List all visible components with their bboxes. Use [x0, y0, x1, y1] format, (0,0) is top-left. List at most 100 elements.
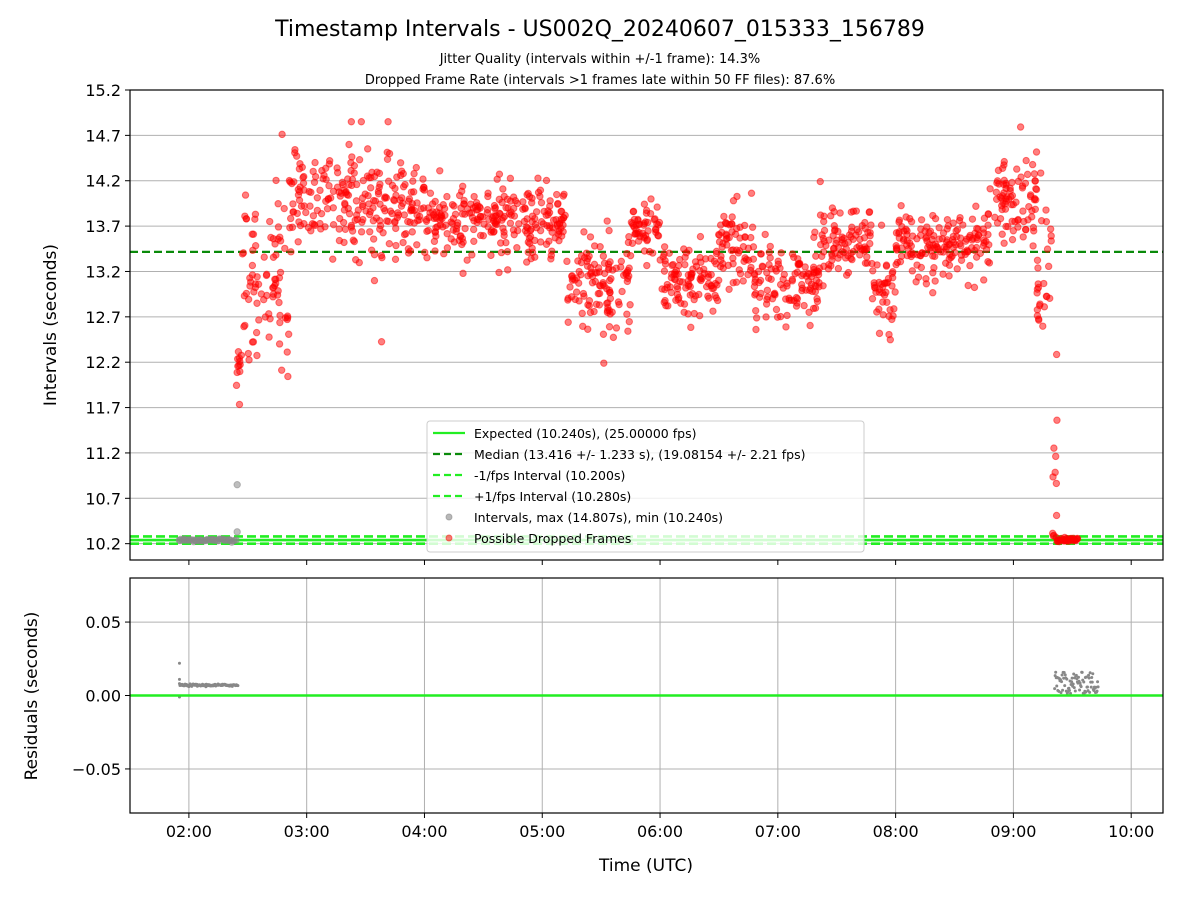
- dropped-frame-point: [366, 228, 374, 236]
- dropped-frame-point: [326, 194, 335, 202]
- dropped-frame-point: [680, 245, 688, 253]
- dropped-frame-point: [1029, 223, 1038, 232]
- dropped-frame-point: [936, 248, 945, 256]
- dropped-frame-point: [1009, 200, 1017, 209]
- residual-point: [1088, 671, 1092, 675]
- dropped-frame-point: [384, 217, 393, 226]
- interval-point: [233, 528, 241, 536]
- dropped-frame-point: [500, 231, 508, 240]
- dropped-frame-point: [879, 311, 887, 319]
- dropped-frame-point: [537, 199, 546, 207]
- dropped-frame-point: [475, 216, 483, 224]
- dropped-frame-point: [979, 225, 988, 233]
- dropped-frame-point: [333, 164, 341, 172]
- dropped-frame-point: [287, 248, 295, 256]
- dropped-frame-point: [257, 290, 266, 298]
- dropped-frame-point: [451, 210, 460, 218]
- dropped-frame-point: [713, 296, 722, 305]
- dropped-frame-point: [575, 267, 583, 276]
- dropped-frame-point: [856, 251, 864, 259]
- dropped-frame-point: [335, 236, 344, 245]
- dropped-frame-point: [236, 367, 244, 376]
- dropped-frame-point: [1000, 239, 1008, 247]
- dropped-frame-point: [947, 253, 955, 262]
- dropped-frame-point: [1032, 196, 1040, 204]
- dropped-frame-point: [443, 229, 451, 238]
- dropped-frame-point: [705, 279, 713, 288]
- dropped-frame-point: [568, 272, 576, 281]
- dropped-frame-point: [357, 118, 366, 126]
- residual-point: [1067, 686, 1071, 690]
- dropped-frame-point: [269, 235, 278, 243]
- dropped-frame-point: [355, 156, 364, 164]
- residual-point: [1091, 672, 1095, 676]
- dropped-frame-point: [484, 223, 492, 231]
- dropped-frame-point: [687, 323, 695, 332]
- dropped-frame-point: [877, 221, 886, 229]
- dropped-frame-point: [338, 178, 347, 187]
- dropped-frame-point: [249, 338, 258, 346]
- intervals-y-tick-label: 11.2: [85, 444, 121, 463]
- dropped-frame-point: [265, 333, 273, 341]
- dropped-frame-point: [271, 275, 279, 284]
- residuals-y-axis-label: Residuals (seconds): [22, 612, 42, 781]
- intervals-y-ticks: 10.2 10.7 11.2 11.7 12.2 12.7 13.2 13.7 14.2 14.7…: [85, 81, 130, 554]
- dropped-frame-point: [375, 217, 384, 225]
- residuals-x-tick-label: 04:00: [401, 822, 447, 841]
- dropped-frame-point: [651, 225, 660, 233]
- dropped-frame-point: [842, 271, 851, 279]
- dropped-frame-point: [1021, 225, 1030, 234]
- dropped-frame-point: [1009, 227, 1018, 235]
- dropped-frame-point: [782, 323, 790, 331]
- dropped-frame-point: [251, 215, 259, 223]
- dropped-frame-point: [232, 381, 241, 390]
- dropped-frame-point: [352, 197, 361, 205]
- dropped-frame-point: [929, 211, 937, 220]
- dropped-frame-point: [579, 289, 588, 298]
- dropped-frame-point: [624, 327, 632, 335]
- dropped-frame-point: [660, 243, 669, 251]
- residuals-x-tick-label: 10:00: [1108, 822, 1154, 841]
- dropped-frame-point: [1044, 262, 1053, 271]
- dropped-frame-point: [283, 348, 291, 356]
- dropped-frame-point: [757, 289, 765, 298]
- dropped-frame-point: [321, 223, 329, 231]
- dropped-frame-point: [269, 253, 278, 261]
- dropped-frame-point: [992, 188, 1001, 196]
- dropped-frame-point: [740, 257, 748, 266]
- residual-point: [1080, 670, 1084, 674]
- dropped-frame-point: [603, 217, 611, 225]
- dropped-frame-point: [252, 328, 261, 337]
- dropped-frame-point: [513, 199, 522, 208]
- dropped-frame-point: [761, 230, 769, 239]
- dropped-frame-point: [816, 211, 825, 219]
- dropped-frame-point: [984, 210, 992, 218]
- dropped-frame-point: [289, 200, 297, 208]
- dropped-frame-point: [709, 307, 717, 315]
- dropped-frame-point: [596, 243, 604, 251]
- dropped-frame-point: [739, 242, 748, 251]
- dropped-frame-point: [680, 300, 689, 308]
- dropped-frame-point: [294, 238, 302, 246]
- dropped-frame-point: [295, 218, 303, 226]
- dropped-frame-point: [908, 267, 917, 275]
- dropped-frame-point: [830, 226, 839, 235]
- dropped-frame-point: [339, 218, 348, 227]
- residuals-points: [177, 661, 1100, 699]
- dropped-frame-point: [405, 197, 413, 205]
- dropped-frame-point: [595, 301, 604, 309]
- dropped-frame-point: [578, 309, 586, 318]
- dropped-frame-point: [623, 249, 631, 258]
- dropped-frame-point: [1031, 177, 1039, 185]
- dropped-frame-point: [628, 239, 637, 247]
- intervals-y-tick-label: 11.7: [85, 399, 121, 418]
- dropped-frame-point: [307, 188, 315, 197]
- dropped-frame-point: [752, 306, 760, 315]
- residual-point: [1090, 680, 1094, 684]
- dropped-frame-point: [241, 321, 249, 330]
- dropped-frame-point: [765, 261, 773, 269]
- dropped-frame-point: [996, 214, 1005, 223]
- dropped-frame-point: [316, 186, 324, 195]
- dropped-frame-point: [322, 197, 330, 205]
- dropped-frame-point: [957, 242, 965, 250]
